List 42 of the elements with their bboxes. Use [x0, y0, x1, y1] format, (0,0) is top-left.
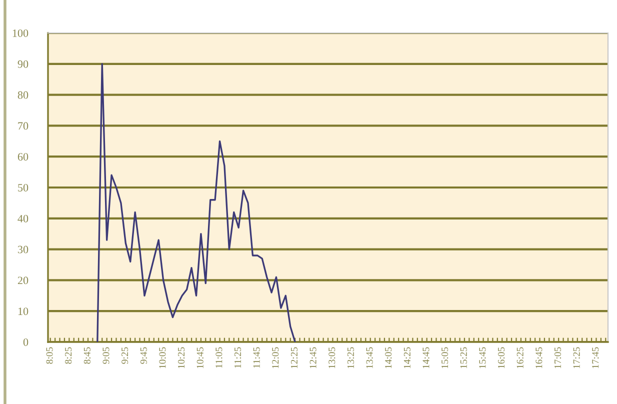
- x-tick-label: 15:45: [479, 347, 486, 368]
- y-tick-label: 90: [18, 60, 28, 68]
- x-tick-label: 13:05: [328, 347, 336, 368]
- x-tick-label: 8:25: [65, 347, 72, 364]
- x-tick-label: 11:45: [253, 347, 260, 368]
- y-tick-label: 60: [18, 153, 28, 161]
- x-tick-label: 11:25: [234, 347, 242, 368]
- x-tick-label: 14:45: [422, 347, 430, 368]
- y-tick-label: 100: [12, 29, 28, 37]
- x-tick-label: 16:25: [516, 347, 524, 368]
- y-tick-label: 50: [18, 184, 28, 192]
- y-tick-label: 80: [18, 91, 28, 99]
- x-tick-label: 12:25: [290, 347, 298, 368]
- x-tick-label: 13:45: [366, 347, 373, 368]
- y-tick-label: 70: [18, 122, 28, 130]
- x-tick-label: 13:25: [347, 347, 354, 368]
- x-tick-label: 11:05: [216, 347, 222, 368]
- line-series: [96, 63, 296, 342]
- x-tick-label: 10:45: [196, 347, 204, 368]
- x-tick-label: 14:05: [385, 347, 392, 368]
- x-tick-label: 9:05: [102, 347, 110, 364]
- x-tick-label: 17:05: [554, 347, 562, 368]
- x-tick-label: 12:45: [310, 347, 316, 368]
- y-tick-label: 40: [18, 214, 28, 222]
- x-tick-label: 15:05: [442, 347, 448, 368]
- x-tick-label: 10:25: [178, 347, 185, 368]
- x-tick-label: 9:45: [140, 347, 147, 364]
- x-tick-label: 10:05: [159, 347, 166, 368]
- x-tick-label: 8:05: [46, 347, 53, 364]
- x-tick-label: 16:05: [498, 347, 505, 368]
- x-tick-label: 16:45: [536, 347, 542, 368]
- x-tick-label: 15:25: [460, 347, 467, 368]
- x-tick-label: 17:25: [573, 347, 580, 368]
- x-tick-label: 17:45: [592, 347, 599, 368]
- x-tick-label: 8:45: [84, 347, 90, 364]
- y-tick-label: 20: [18, 276, 28, 284]
- y-tick-label: 0: [23, 338, 28, 346]
- y-tick-label: 10: [18, 308, 28, 316]
- y-tick-label: 30: [18, 246, 28, 254]
- x-tick-label: 14:25: [404, 347, 410, 368]
- x-tick-label: 9:25: [122, 347, 128, 364]
- x-tick-label: 12:05: [272, 347, 279, 368]
